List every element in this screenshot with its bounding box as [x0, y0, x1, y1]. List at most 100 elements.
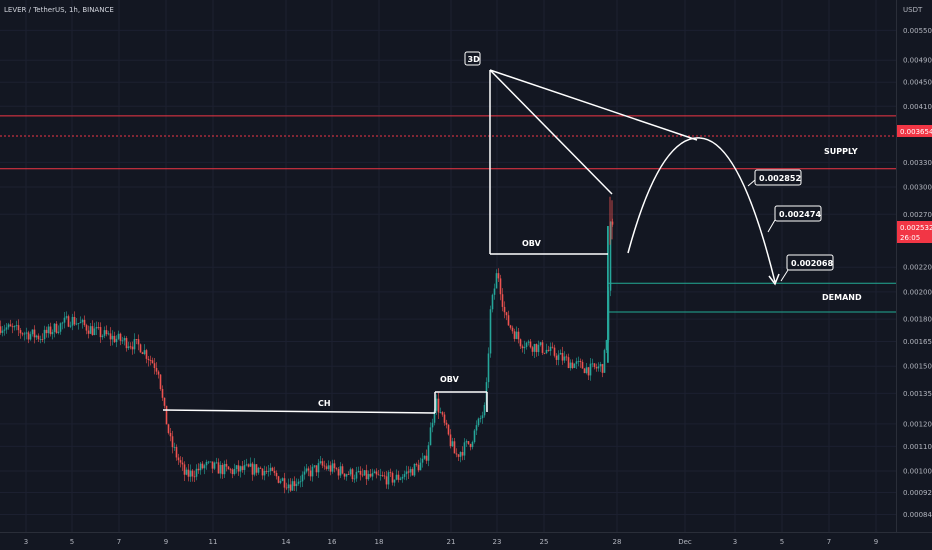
candle-body — [385, 476, 388, 485]
candle-body — [359, 471, 362, 475]
descending-trendline — [489, 69, 698, 141]
candle-body — [581, 361, 584, 369]
candle-body — [279, 480, 282, 483]
candle-body — [191, 470, 194, 477]
candle-body — [555, 355, 558, 360]
x-tick-label: 9 — [874, 538, 878, 546]
candle-body — [533, 344, 536, 352]
candle-body — [233, 468, 236, 475]
candle-body — [109, 333, 112, 340]
candle-body — [307, 468, 310, 471]
candle-body — [559, 352, 562, 355]
candle-body — [299, 481, 302, 483]
candle-body — [229, 469, 232, 471]
candle-body — [39, 339, 42, 340]
candle-body — [597, 366, 600, 369]
candle-body — [261, 468, 264, 476]
triangle-hypotenuse — [489, 69, 613, 195]
candle-body — [181, 462, 184, 465]
candle-body — [317, 463, 320, 473]
candle-body — [27, 332, 30, 340]
candle-body — [401, 476, 404, 479]
candle-body — [201, 463, 204, 469]
candle-body — [339, 466, 342, 476]
candle-body — [403, 474, 406, 477]
candle-body — [439, 412, 442, 414]
candle-body — [567, 357, 570, 369]
candle-body — [283, 478, 286, 488]
x-tick-label: 28 — [613, 538, 622, 546]
candle-body — [331, 463, 334, 472]
candle-body — [517, 331, 520, 340]
candle-body — [375, 471, 378, 475]
supply-label: SUPPLY — [824, 147, 858, 156]
candle-body — [137, 339, 140, 345]
candle-body — [31, 329, 34, 335]
candle-body — [609, 221, 612, 291]
candle-body — [347, 474, 350, 476]
candle-body — [221, 464, 224, 475]
candle-body — [263, 470, 266, 476]
candle-body — [189, 470, 192, 477]
candle-body — [71, 316, 74, 326]
candle-body — [91, 326, 94, 335]
candle-body — [117, 333, 120, 339]
candle-body — [97, 326, 100, 328]
candle-body — [285, 487, 288, 489]
candle-body — [49, 326, 52, 335]
candle-body — [413, 463, 416, 476]
candle-body — [209, 461, 212, 463]
candle-body — [163, 397, 166, 406]
candle-body — [79, 322, 82, 324]
candle-body — [99, 327, 102, 338]
candle-body — [491, 294, 494, 310]
x-tick-labels: 3 5 7 9 11 14 16 18 21 23 25 28 Dec 3 5 7 9 — [24, 538, 878, 546]
candle-body — [593, 363, 596, 368]
target1-pointer — [747, 179, 756, 187]
three-d-box — [464, 51, 481, 66]
candle-body — [301, 474, 304, 482]
candle-body — [173, 447, 176, 448]
target2-box — [774, 205, 822, 222]
candle-body — [169, 432, 172, 437]
obv-large-label: OBV — [522, 239, 542, 248]
candle-body — [435, 398, 438, 411]
candle-body — [131, 346, 134, 350]
candle-body — [23, 333, 26, 335]
candle-body — [599, 364, 602, 367]
x-tick-label: Dec — [678, 538, 692, 546]
candle-body — [535, 344, 538, 353]
candle-body — [187, 469, 190, 477]
candle-body — [601, 364, 604, 373]
candle-body — [529, 341, 532, 348]
candle-body — [111, 335, 114, 340]
candle-body — [175, 447, 178, 458]
candle-body — [193, 476, 196, 478]
candle-body — [515, 331, 518, 339]
three-d-label: 3D — [468, 55, 481, 64]
candle-body — [309, 470, 312, 477]
price-axis[interactable]: USDT 0.0055000.0049000.0045000.0041000.0… — [896, 0, 932, 532]
price-axis-unit: USDT — [903, 6, 923, 14]
candle-body — [41, 339, 44, 340]
candle-body — [503, 306, 506, 313]
candle-body — [469, 444, 472, 448]
time-axis[interactable]: 3 5 7 9 11 14 16 18 21 23 25 28 Dec 3 5 7 9 — [0, 532, 932, 547]
candle-body — [537, 344, 540, 353]
candle-body — [29, 334, 32, 340]
candle-body — [409, 469, 412, 473]
candle-body — [437, 398, 440, 413]
candle-body — [231, 469, 234, 475]
candle-body — [295, 483, 298, 487]
candle-body — [585, 367, 588, 374]
resistance-price-tag — [897, 125, 932, 137]
demand-label: DEMAND — [822, 293, 862, 302]
candle-body — [545, 349, 548, 354]
candle-body — [433, 410, 436, 423]
